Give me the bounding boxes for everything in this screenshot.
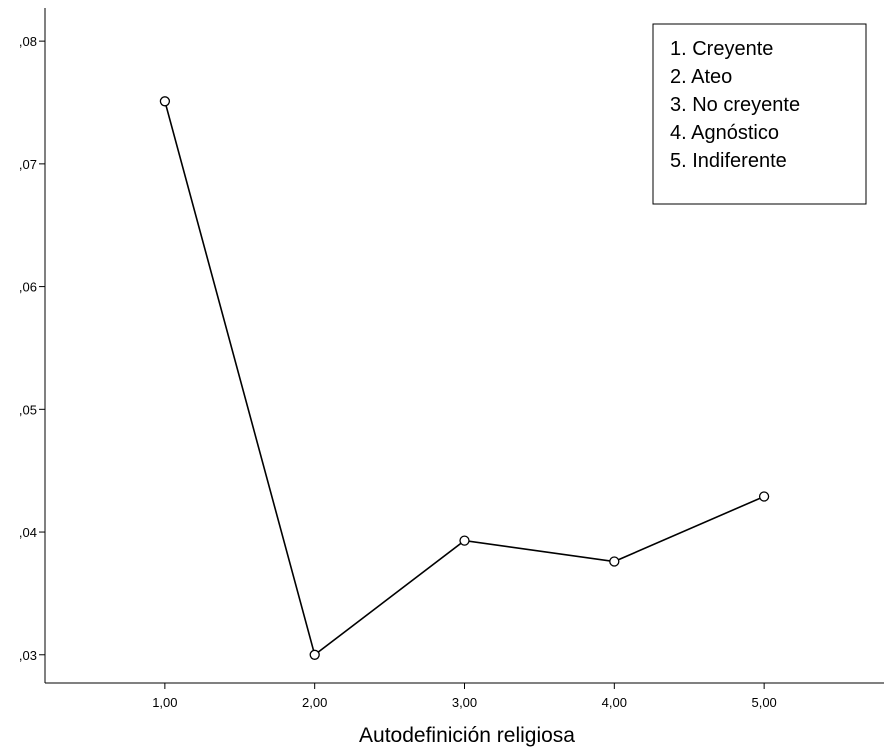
legend: 1. Creyente 2. Ateo 3. No creyente 4. Ag… [652, 23, 867, 205]
legend-entry-1: 1. Creyente [670, 38, 773, 60]
x-axis: 1,00 2,00 3,00 4,00 5,00 [45, 682, 884, 710]
x-tick-label: 5,00 [751, 695, 776, 710]
y-tick-label: ,05 [19, 402, 37, 417]
legend-entry-5: 5. Indiferente [670, 150, 787, 172]
series-layer [159, 96, 770, 660]
x-tick-label: 1,00 [152, 695, 177, 710]
y-tick-label: ,04 [19, 525, 37, 540]
data-point-1 [159, 96, 171, 107]
legend-box [652, 23, 867, 205]
x-tick-label: 2,00 [302, 695, 327, 710]
legend-entry-2: 2. Ateo [670, 66, 732, 88]
x-axis-title: Autodefinición religiosa [359, 724, 575, 747]
y-tick-label: ,06 [19, 280, 37, 295]
x-tick-label: 3,00 [452, 695, 477, 710]
legend-entry-4: 4. Agnóstico [670, 122, 779, 144]
x-tick-label: 4,00 [602, 695, 627, 710]
data-point-5 [758, 491, 770, 502]
y-tick-label: ,03 [19, 648, 37, 663]
legend-entry-3: 3. No creyente [670, 94, 800, 116]
data-point-3 [459, 535, 470, 546]
data-point-4 [609, 556, 620, 567]
y-tick-label: ,08 [19, 34, 37, 49]
y-axis: ,03 ,04 ,05 ,06 ,07 ,08 [19, 8, 46, 683]
data-point-2 [309, 649, 320, 660]
y-tick-label: ,07 [19, 157, 37, 172]
